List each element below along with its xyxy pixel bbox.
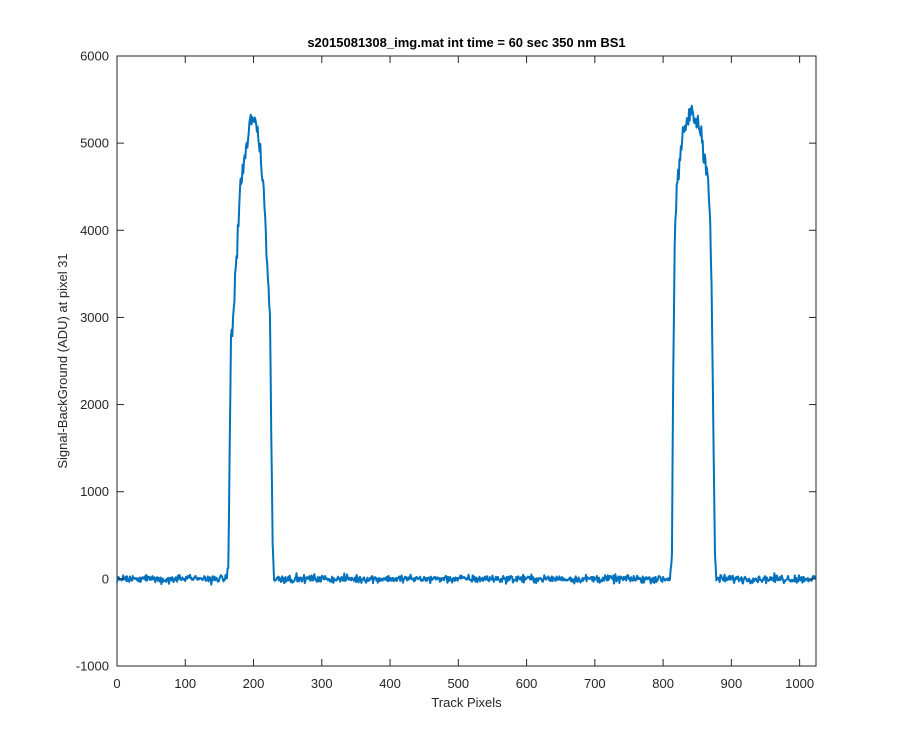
- y-tick-label: 3000: [80, 310, 109, 325]
- axis-tick-labels: 0 100 200 300 400 500 600 700 800 900 1000 -1000 0 10…: [76, 49, 814, 692]
- axes-background: [116, 55, 817, 667]
- y-tick-label: 4000: [80, 223, 109, 238]
- x-tick-label: 400: [379, 676, 401, 691]
- y-tick-label: 6000: [80, 49, 109, 64]
- y-tick-label: -1000: [76, 659, 109, 674]
- x-tick-label: 600: [516, 676, 538, 691]
- chart-title: s2015081308_img.mat int time = 60 sec 35…: [307, 35, 625, 50]
- x-tick-label: 100: [174, 676, 196, 691]
- axis-ticks: [116, 55, 816, 667]
- x-tick-label: 700: [584, 676, 606, 691]
- y-tick-label: 0: [102, 571, 109, 586]
- x-tick-label: 300: [311, 676, 333, 691]
- x-tick-label: 1000: [785, 676, 814, 691]
- x-tick-label: 500: [447, 676, 469, 691]
- x-tick-label: 200: [243, 676, 265, 691]
- x-axis-label: Track Pixels: [431, 695, 502, 710]
- y-tick-label: 5000: [80, 136, 109, 151]
- y-axis-label: Signal-BackGround (ADU) at pixel 31: [55, 253, 70, 468]
- x-tick-label: 900: [721, 676, 743, 691]
- x-tick-label: 0: [113, 676, 120, 691]
- y-tick-label: 2000: [80, 397, 109, 412]
- y-tick-label: 1000: [80, 484, 109, 499]
- x-tick-label: 800: [652, 676, 674, 691]
- axes-box: [116, 55, 817, 667]
- series-line: [116, 104, 817, 586]
- data-series: [116, 104, 817, 586]
